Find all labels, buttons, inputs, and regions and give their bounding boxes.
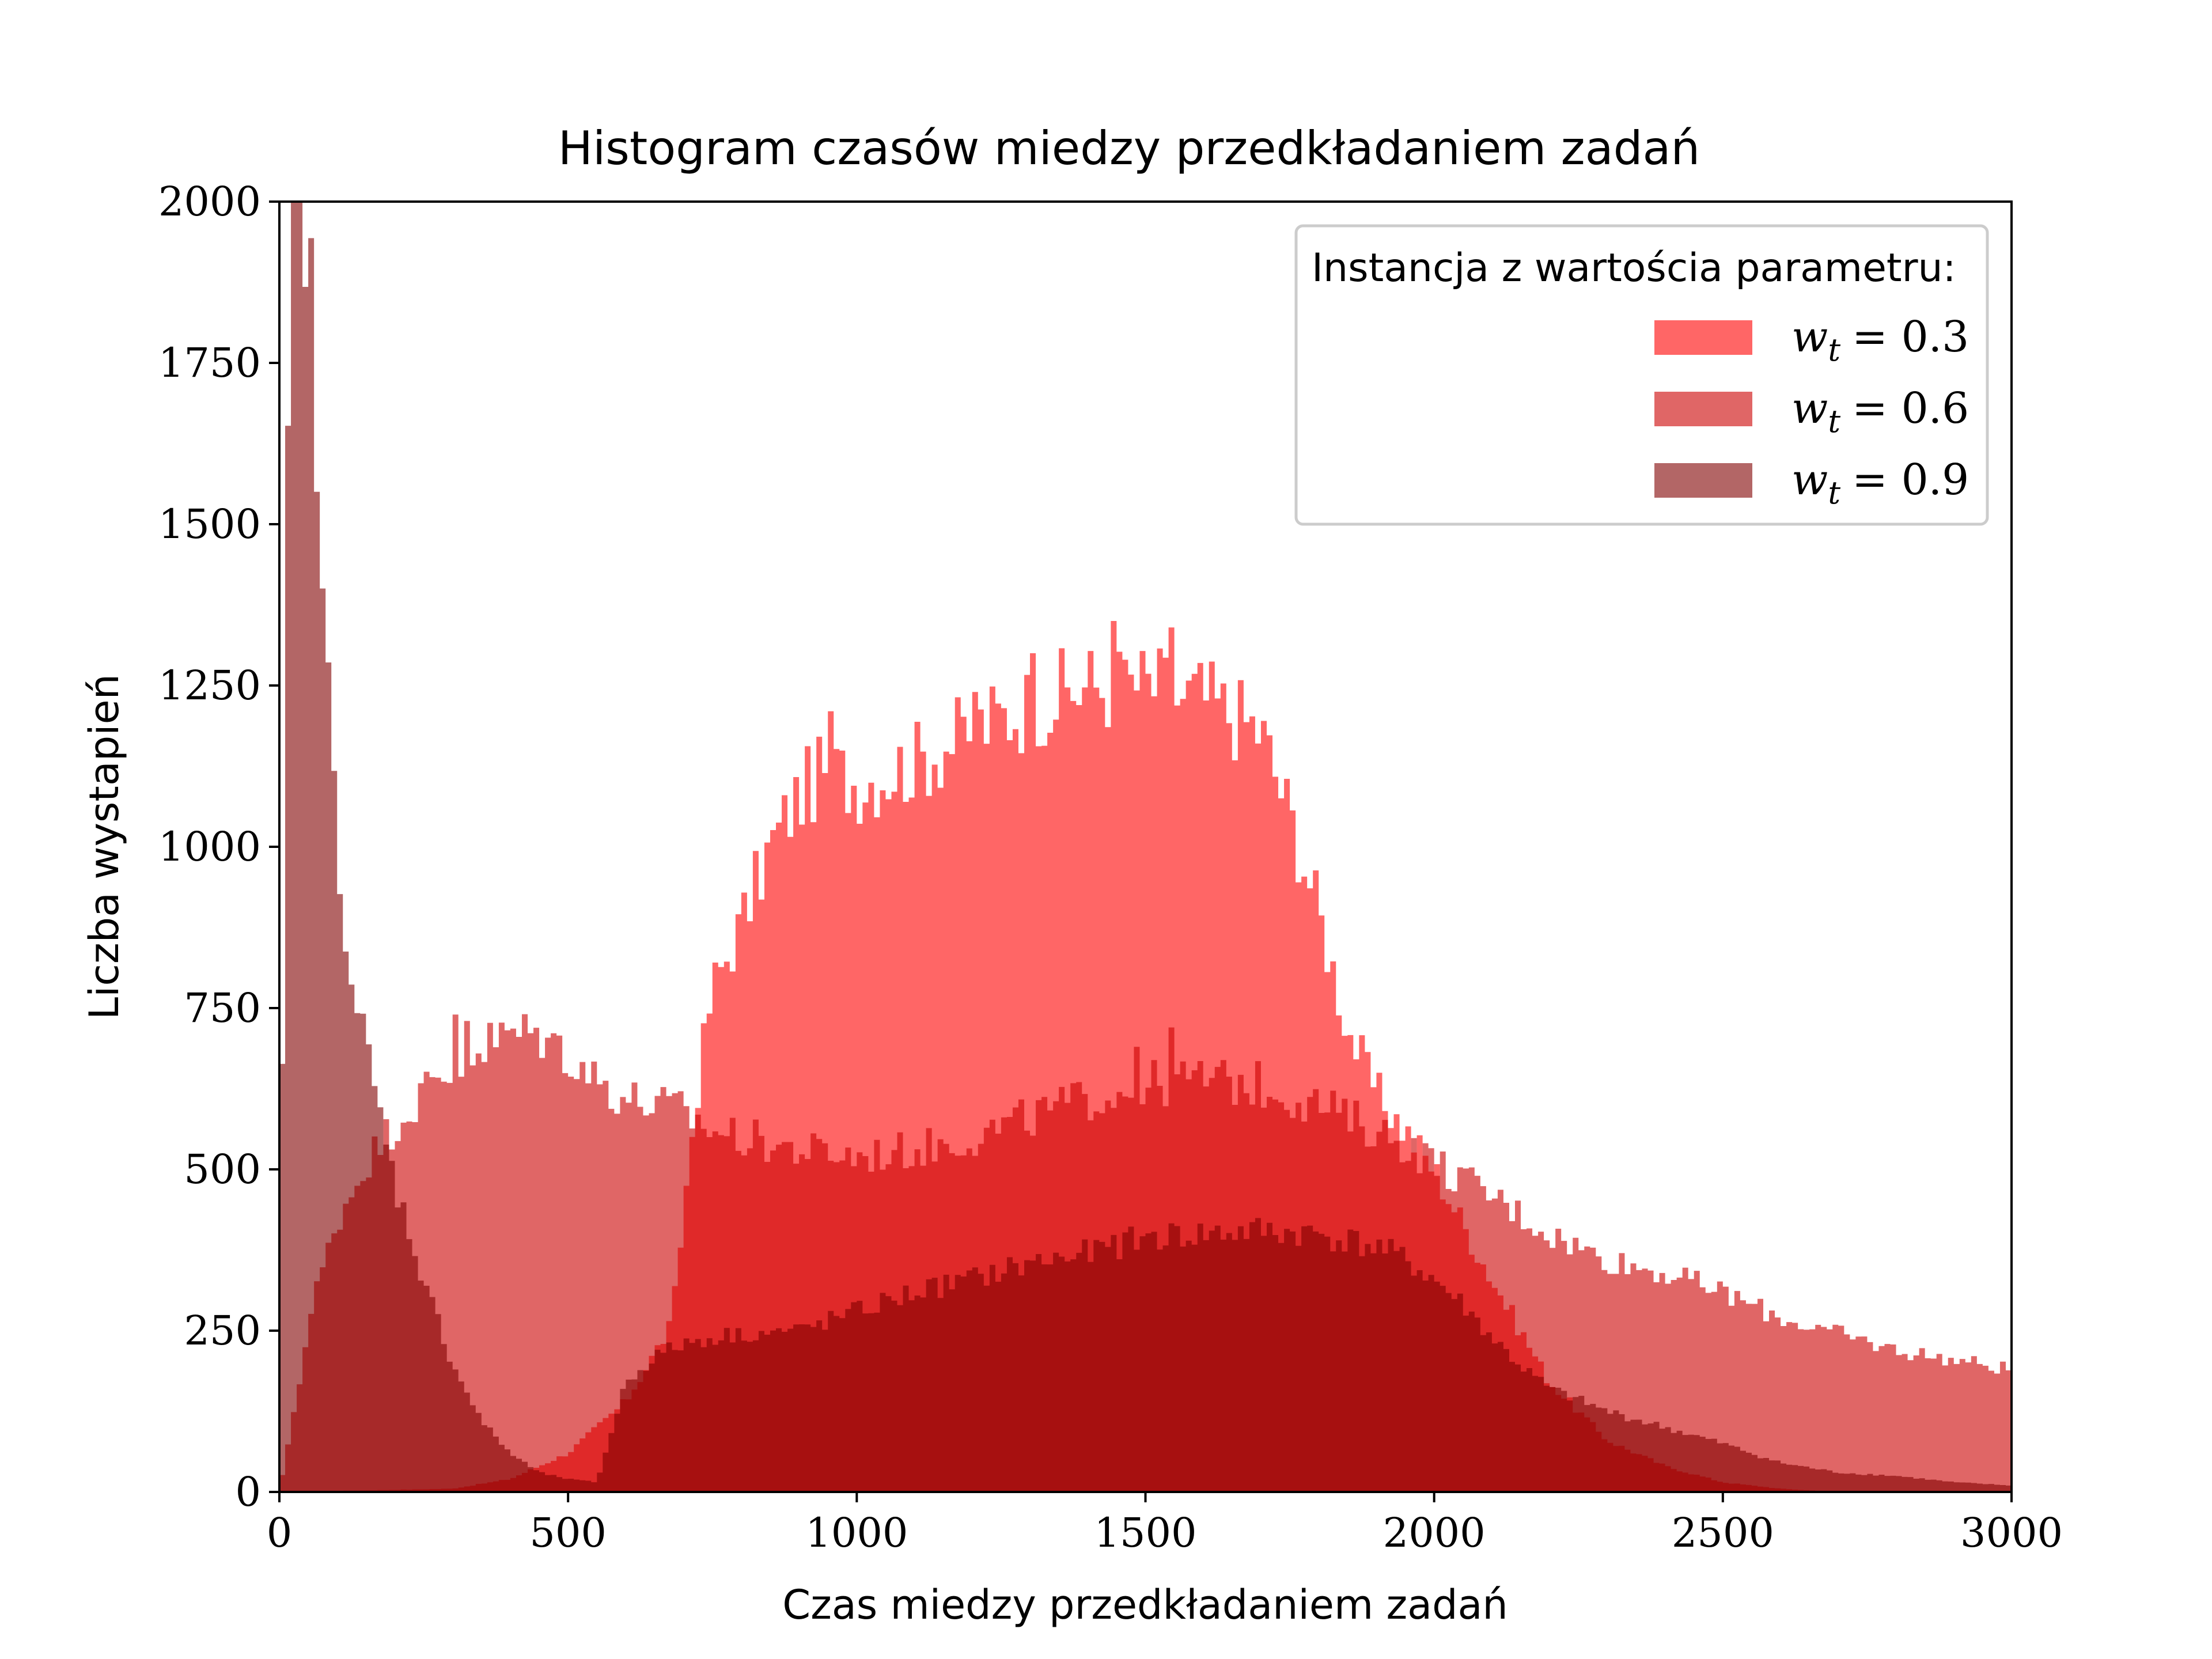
x-tick-label-5: 2500 [1672,1509,1774,1556]
legend-swatch-1 [1654,392,1752,426]
x-tick-label-0: 0 [267,1509,293,1556]
histogram-bars [279,202,2012,1492]
legend-swatch-2 [1654,463,1752,498]
legend-label-1: wt = 0.6 [1791,384,1969,440]
x-tick-label-2: 1000 [805,1509,908,1556]
x-tick-label-4: 2000 [1383,1509,1486,1556]
y-tick-label-1: 250 [184,1307,261,1354]
legend-title: Instancja z wartościa parametru: [1312,245,1956,291]
legend: Instancja z wartościa parametru: wt = 0.3… [1294,224,1989,526]
legend-label-2: wt = 0.9 [1791,455,1969,511]
y-axis-ticks: 0 250 500 750 1000 1250 1500 1750 2000 [158,178,279,1516]
x-tick-label-3: 1500 [1094,1509,1196,1556]
legend-box [1294,224,1989,526]
chart-title: Histogram czasów miedzy przedkładaniem z… [558,122,1700,175]
x-axis-ticks: 0 500 1000 1500 2000 2500 3000 [267,1492,2063,1556]
y-tick-label-7: 1750 [158,339,261,387]
y-tick-label-4: 1000 [158,823,261,870]
x-axis-label: Czas miedzy przedkładaniem zadań [782,1581,1508,1628]
x-tick-label-1: 500 [529,1509,607,1556]
series-2-bars [279,202,2012,1492]
legend-swatch-0 [1654,320,1752,355]
y-tick-label-3: 750 [184,984,261,1032]
y-tick-label-5: 1250 [158,662,261,709]
y-tick-label-0: 0 [235,1468,261,1516]
y-tick-label-6: 1500 [158,501,261,548]
y-axis-label: Liczba wystapień [81,674,128,1020]
y-tick-label-8: 2000 [158,178,261,225]
series-2-bar-path [279,202,2012,1492]
x-tick-label-6: 3000 [1960,1509,2063,1556]
legend-label-0: wt = 0.3 [1791,312,1969,368]
y-tick-label-2: 500 [184,1146,261,1193]
